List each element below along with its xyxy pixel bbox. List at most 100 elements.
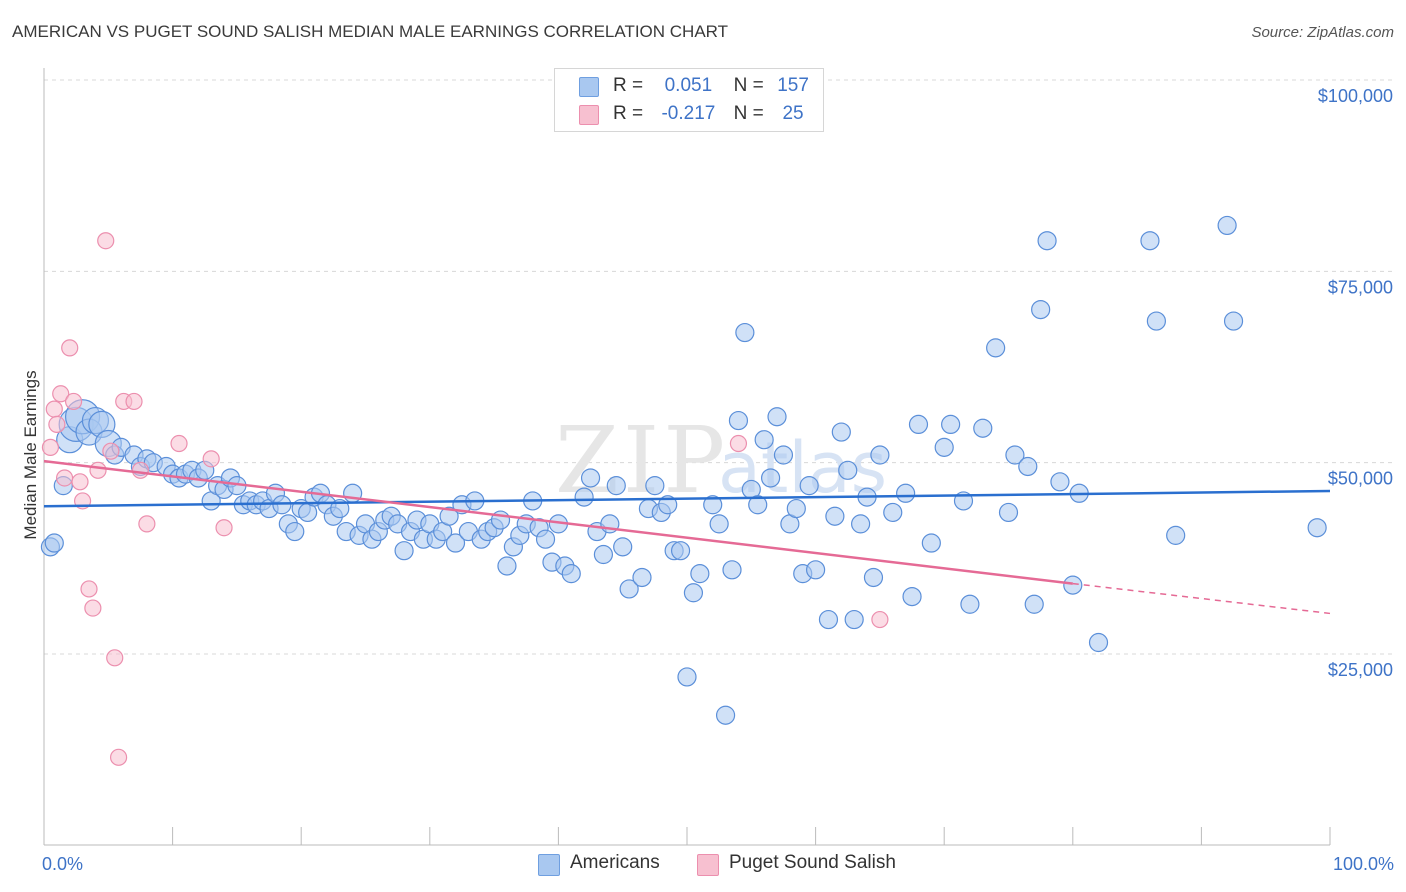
data-point: [871, 610, 889, 629]
data-point: [986, 338, 1006, 358]
data-point: [535, 529, 556, 549]
data-point: [960, 594, 980, 614]
trend-line-americans: [43, 489, 1331, 508]
data-point: [285, 521, 305, 542]
data-point: [670, 541, 691, 561]
data-point: [722, 560, 742, 580]
y-tick-label: $100,000: [1318, 86, 1393, 106]
data-point: [71, 473, 89, 491]
data-point: [606, 476, 626, 496]
data-point: [870, 445, 890, 465]
data-point: [1088, 632, 1109, 653]
trend-lines: [43, 459, 1331, 615]
data-point: [41, 438, 60, 456]
data-point: [574, 487, 594, 507]
data-point: [715, 705, 736, 725]
data-point: [677, 667, 697, 687]
data-point: [799, 476, 819, 496]
data-point: [1146, 311, 1166, 331]
data-point: [1031, 300, 1051, 320]
data-point: [735, 322, 755, 343]
data-point: [921, 533, 941, 553]
data-point: [1307, 518, 1327, 538]
series-americans: [40, 215, 1327, 725]
correlation-legend: R = 0.051 N = 157 R = -0.217 N = 25: [554, 68, 824, 132]
data-point: [973, 418, 993, 438]
data-point: [863, 567, 884, 588]
legend-swatch-americans: [579, 77, 599, 97]
axis-labels: $25,000 $50,000 $75,000 $100,000 0.0% 100.0% M…: [21, 86, 1394, 874]
data-point: [1024, 594, 1044, 614]
data-point: [658, 495, 678, 515]
chart-title: AMERICAN VS PUGET SOUND SALISH MEDIAN MA…: [12, 22, 729, 41]
data-point: [580, 468, 601, 488]
x-tick-label: 0.0%: [42, 854, 83, 874]
data-point: [55, 469, 74, 487]
data-point: [838, 460, 858, 480]
data-point: [61, 339, 79, 357]
data-point: [760, 468, 781, 488]
data-point: [131, 461, 150, 479]
y-tick-label: $75,000: [1328, 277, 1393, 297]
data-point: [1217, 215, 1237, 236]
data-point: [619, 579, 639, 599]
data-point: [613, 537, 633, 557]
data-point: [45, 400, 63, 418]
data-point: [593, 544, 614, 565]
legend-n-value-puget-sound-salish: 25: [782, 103, 804, 124]
data-point: [844, 609, 864, 630]
data-point: [89, 461, 107, 479]
data-point: [773, 445, 794, 465]
data-point: [170, 434, 188, 453]
legend-swatch-puget-sound-salish: [579, 105, 599, 125]
data-point: [754, 430, 774, 450]
legend-r-label: R =: [613, 75, 644, 96]
data-point: [729, 434, 748, 453]
trend-line-puget-sound-salish: [43, 459, 1073, 585]
legend-r-label: R =: [613, 103, 644, 124]
trend-line-puget-sound-salish-extension: [1072, 582, 1331, 615]
data-point: [1050, 472, 1070, 492]
data-point: [908, 414, 929, 434]
data-point: [330, 498, 350, 519]
data-point: [632, 567, 652, 588]
data-point: [561, 564, 581, 584]
legend-r-value-puget-sound-salish: -0.217: [661, 103, 716, 124]
data-point: [1005, 445, 1025, 465]
data-point: [102, 442, 120, 460]
data-point: [497, 556, 517, 576]
bottom-legend-label-americans: Americans: [570, 852, 660, 873]
data-point: [445, 533, 466, 553]
data-point: [902, 586, 922, 607]
data-point: [48, 415, 66, 433]
chart-source: Source: ZipAtlas.com: [1251, 24, 1394, 41]
series-puget-sound-salish: [41, 232, 889, 766]
data-point: [703, 495, 723, 515]
data-point: [106, 649, 124, 667]
data-point: [825, 506, 845, 526]
data-point: [998, 502, 1019, 523]
data-point: [934, 437, 954, 457]
data-point: [818, 609, 839, 630]
data-point: [64, 392, 83, 411]
data-point: [52, 385, 70, 403]
bottom-legend-swatch-puget-sound-salish: [697, 854, 719, 876]
data-point: [645, 476, 665, 496]
data-point: [1166, 525, 1186, 545]
data-point: [44, 533, 64, 553]
data-point: [805, 560, 826, 580]
data-point: [125, 392, 143, 411]
data-point: [728, 410, 749, 431]
data-point: [109, 748, 128, 766]
data-point: [138, 515, 156, 533]
axes: [43, 68, 1331, 846]
data-point: [709, 514, 729, 534]
data-point: [1063, 575, 1083, 595]
legend-r-value-americans: 0.051: [664, 75, 713, 96]
data-point: [941, 414, 961, 434]
y-tick-label: $50,000: [1328, 469, 1393, 489]
data-point: [896, 483, 916, 503]
data-point: [683, 583, 704, 603]
data-point: [690, 564, 710, 584]
